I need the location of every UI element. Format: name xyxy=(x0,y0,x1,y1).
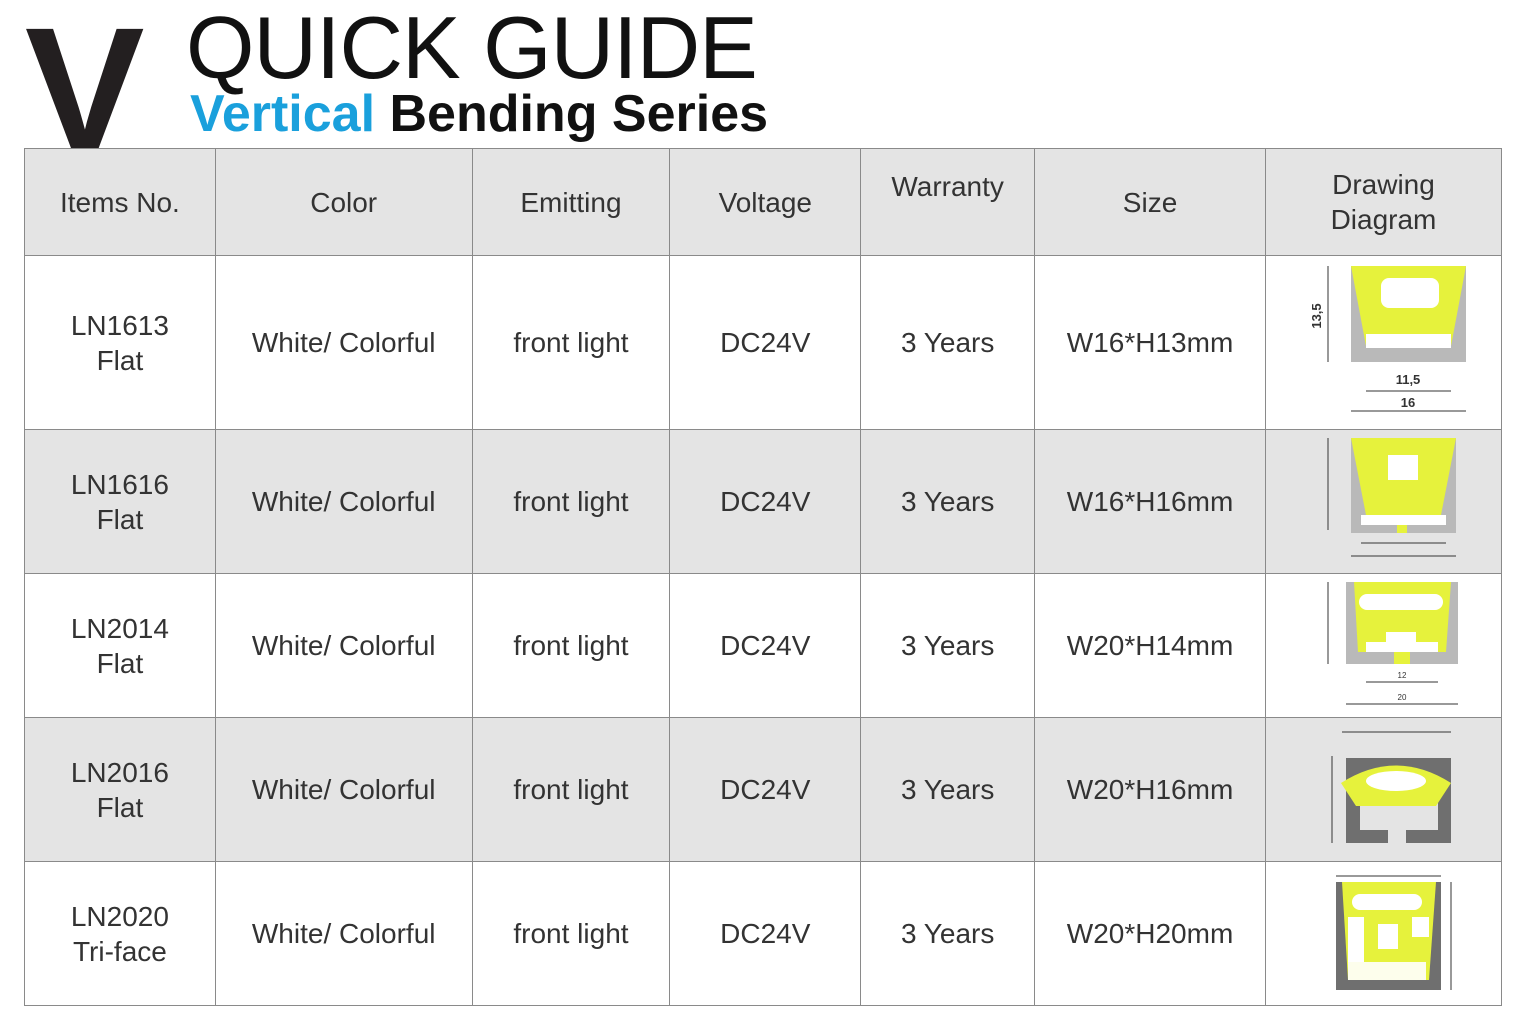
color-cell: White/ Colorful xyxy=(214,255,473,430)
col-size: Size xyxy=(1034,148,1266,256)
item-cell: LN2016 Flat xyxy=(24,717,216,862)
warranty-cell: 3 Years xyxy=(860,573,1036,718)
drawing-cell xyxy=(1264,861,1503,1006)
table-row: LN1613 Flat White/ Colorful front light D… xyxy=(24,255,1503,430)
table-row: LN1616 Flat White/ Colorful front light D… xyxy=(24,429,1503,574)
voltage-cell: DC24V xyxy=(669,429,862,574)
col-items: Items No. xyxy=(24,148,216,256)
item-type: Tri-face xyxy=(72,935,167,967)
voltage-cell: DC24V xyxy=(669,717,862,862)
emitting-cell: front light xyxy=(471,255,671,430)
emitting-cell: front light xyxy=(471,429,671,574)
col-emitting: Emitting xyxy=(471,148,671,256)
item-type: Flat xyxy=(96,647,144,679)
item-cell: LN2020 Tri-face xyxy=(24,861,216,1006)
page-subtitle: Vertical Bending Series xyxy=(190,88,768,140)
warranty-cell: 3 Years xyxy=(860,429,1036,574)
emitting-cell: front light xyxy=(471,717,671,862)
subtitle-accent: Vertical xyxy=(190,85,376,143)
item-type: Flat xyxy=(96,503,144,535)
table-row: LN2020 Tri-face White/ Colorful front lig… xyxy=(24,861,1503,1006)
warranty-cell: 3 Years xyxy=(860,255,1036,430)
emitting-cell: front light xyxy=(471,861,671,1006)
size-cell: W16*H16mm xyxy=(1034,429,1266,574)
product-table: Items No. Color Emitting Voltage Warrant… xyxy=(24,148,1503,1006)
item-number: LN2020 xyxy=(70,900,169,932)
voltage-cell: DC24V xyxy=(669,861,862,1006)
col-voltage: Voltage xyxy=(669,148,862,256)
drawing-cell: 13,5 11,5 16 xyxy=(1264,255,1503,430)
table-row: LN2016 Flat White/ Colorful front light D… xyxy=(24,717,1503,862)
size-cell: W20*H20mm xyxy=(1034,861,1266,1006)
voltage-cell: DC24V xyxy=(669,573,862,718)
dim-width: 16 xyxy=(1401,395,1415,410)
size-cell: W20*H16mm xyxy=(1034,717,1266,862)
warranty-cell: 3 Years xyxy=(860,861,1036,1006)
subtitle-rest: Bending Series xyxy=(389,85,769,143)
profile-drawing: 12 20 xyxy=(1327,582,1459,705)
profile-drawing xyxy=(1331,731,1452,843)
warranty-cell: 3 Years xyxy=(860,717,1036,862)
item-type: Flat xyxy=(96,344,144,376)
page-title: QUICK GUIDE xyxy=(186,0,758,97)
color-cell: White/ Colorful xyxy=(214,573,473,718)
size-cell: W16*H13mm xyxy=(1034,255,1266,430)
emitting-cell: front light xyxy=(471,573,671,718)
profile-drawing xyxy=(1336,875,1452,990)
col-color: Color xyxy=(214,148,473,256)
color-cell: White/ Colorful xyxy=(214,861,473,1006)
color-cell: White/ Colorful xyxy=(214,429,473,574)
drawing-cell: 12 20 xyxy=(1264,573,1503,718)
item-number: LN2014 xyxy=(70,612,169,644)
dim-width: 20 xyxy=(1398,693,1407,702)
profile-drawing: 13,5 11,5 16 xyxy=(1309,266,1467,412)
dim-inner: 11,5 xyxy=(1396,372,1421,387)
item-number: LN1616 xyxy=(70,468,169,500)
item-cell: LN1616 Flat xyxy=(24,429,216,574)
drawing-cell xyxy=(1264,429,1503,574)
col-warranty: Warranty xyxy=(860,148,1036,256)
item-cell: LN2014 Flat xyxy=(24,573,216,718)
item-number: LN2016 xyxy=(70,756,169,788)
size-cell: W20*H14mm xyxy=(1034,573,1266,718)
color-cell: White/ Colorful xyxy=(214,717,473,862)
item-cell: LN1613 Flat xyxy=(24,255,216,430)
dim-inner: 12 xyxy=(1398,671,1407,680)
voltage-cell: DC24V xyxy=(669,255,862,430)
col-drawing: Drawing Diagram xyxy=(1264,148,1503,256)
profile-drawing xyxy=(1327,438,1457,557)
drawing-cell xyxy=(1264,717,1503,862)
table-header: Items No. Color Emitting Voltage Warrant… xyxy=(24,148,1503,256)
dim-height: 13,5 xyxy=(1309,303,1324,328)
table-row: LN2014 Flat White/ Colorful front light D… xyxy=(24,573,1503,718)
item-type: Flat xyxy=(96,791,144,823)
item-number: LN1613 xyxy=(70,309,169,341)
